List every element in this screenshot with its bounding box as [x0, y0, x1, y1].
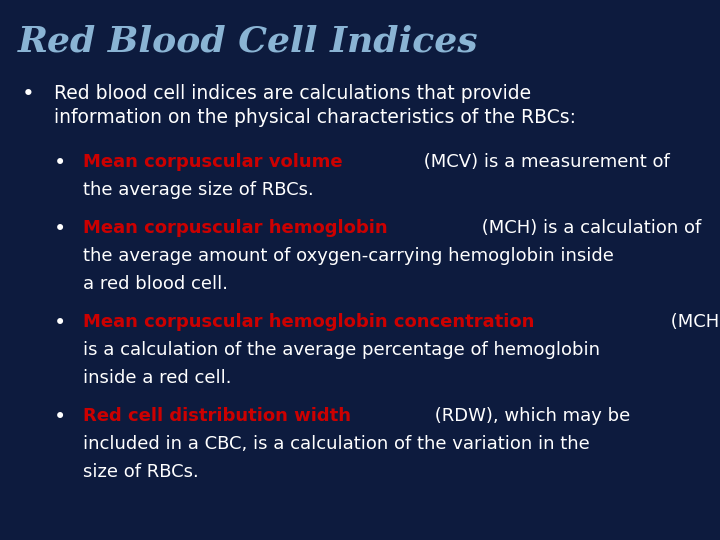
Text: included in a CBC, is a calculation of the variation in the: included in a CBC, is a calculation of t…	[83, 435, 590, 453]
Text: size of RBCs.: size of RBCs.	[83, 463, 199, 481]
Text: Mean corpuscular volume: Mean corpuscular volume	[83, 153, 343, 171]
Text: Red Blood Cell Indices: Red Blood Cell Indices	[18, 24, 479, 58]
Text: •: •	[54, 407, 66, 427]
Text: •: •	[54, 219, 66, 239]
Text: Mean corpuscular hemoglobin: Mean corpuscular hemoglobin	[83, 219, 387, 237]
Text: (MCV) is a measurement of: (MCV) is a measurement of	[418, 153, 670, 171]
Text: is a calculation of the average percentage of hemoglobin: is a calculation of the average percenta…	[83, 341, 600, 359]
Text: a red blood cell.: a red blood cell.	[83, 275, 228, 293]
Text: inside a red cell.: inside a red cell.	[83, 369, 231, 387]
Text: Red cell distribution width: Red cell distribution width	[83, 407, 351, 425]
Text: Red blood cell indices are calculations that provide
information on the physical: Red blood cell indices are calculations …	[54, 84, 576, 127]
Text: •: •	[54, 313, 66, 333]
Text: (MCH) is a calculation of: (MCH) is a calculation of	[476, 219, 701, 237]
Text: (MCHC): (MCHC)	[665, 313, 720, 331]
Text: the average size of RBCs.: the average size of RBCs.	[83, 181, 313, 199]
Text: the average amount of oxygen-carrying hemoglobin inside: the average amount of oxygen-carrying he…	[83, 247, 613, 265]
Text: •: •	[22, 84, 35, 104]
Text: (RDW), which may be: (RDW), which may be	[428, 407, 630, 425]
Text: Mean corpuscular hemoglobin concentration: Mean corpuscular hemoglobin concentratio…	[83, 313, 534, 331]
Text: •: •	[54, 153, 66, 173]
